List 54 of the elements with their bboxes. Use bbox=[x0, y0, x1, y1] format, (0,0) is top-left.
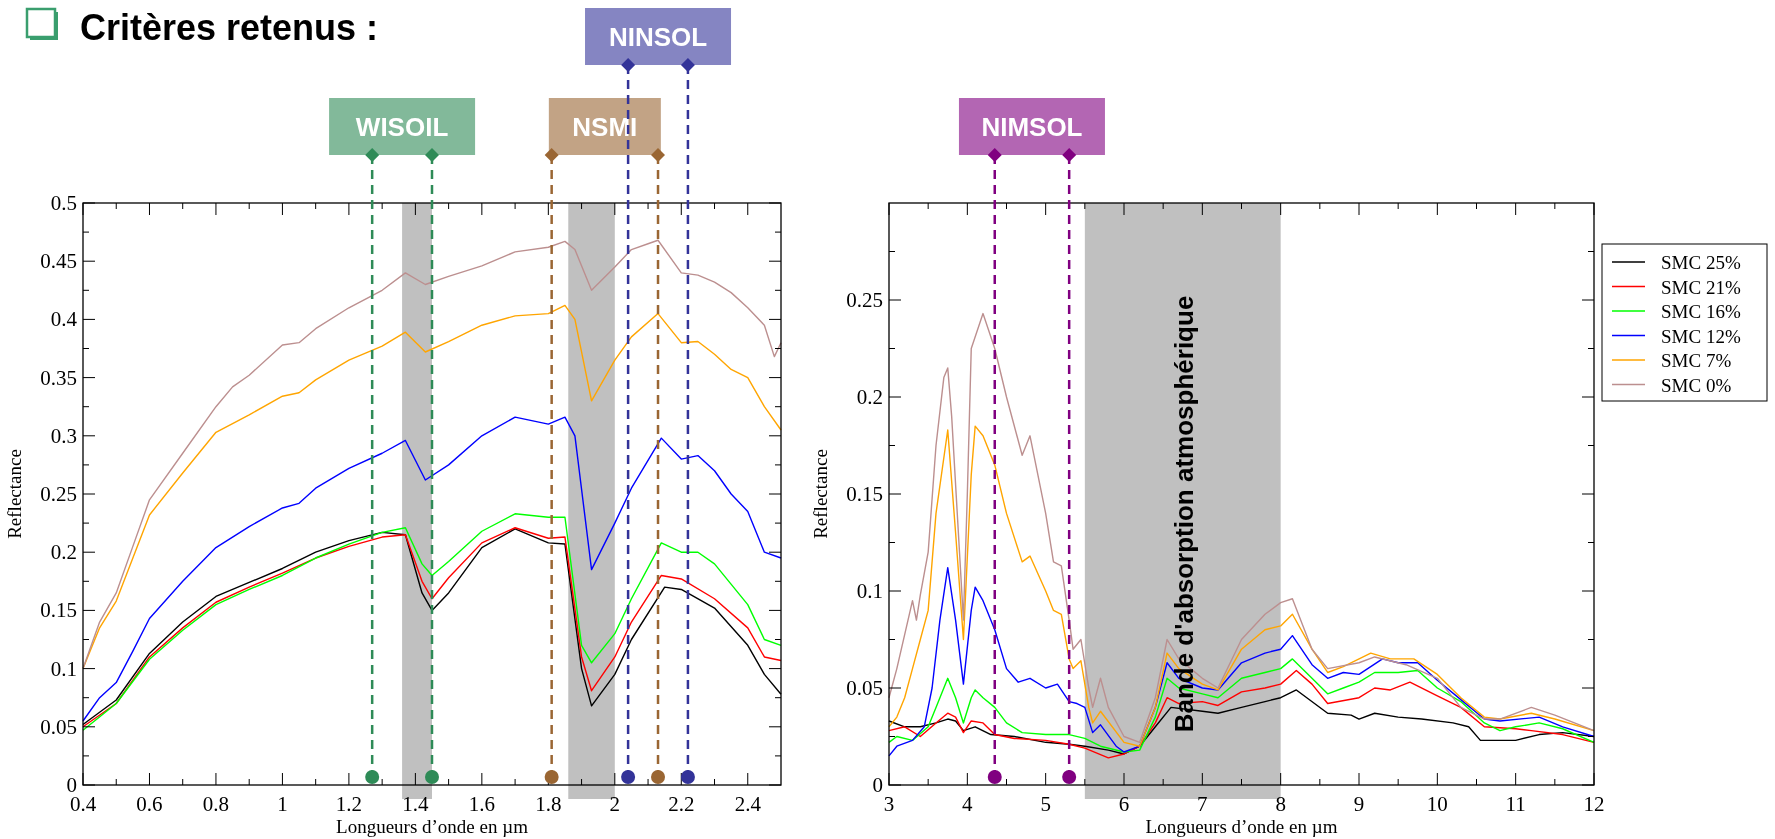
chart-title: Critères retenus : bbox=[80, 7, 379, 48]
legend-label: SMC 25% bbox=[1661, 252, 1741, 273]
x-tick-label: 10 bbox=[1426, 792, 1448, 816]
x-tick-label: 0.8 bbox=[202, 792, 230, 816]
ref-line-label: NINSOL bbox=[608, 22, 708, 52]
x-tick-label: 0.6 bbox=[136, 792, 163, 816]
y-tick-label: 0.25 bbox=[40, 482, 77, 506]
x-tick-label: 11 bbox=[1505, 792, 1526, 816]
y-tick-label: 0.05 bbox=[846, 676, 883, 700]
line-series bbox=[82, 304, 782, 670]
x-tick-label: 2.2 bbox=[668, 792, 695, 816]
x-tick-label: 1.8 bbox=[535, 792, 562, 816]
y-tick-label: 0.4 bbox=[50, 307, 78, 332]
y-tick-label: 0.35 bbox=[40, 365, 77, 390]
legend-label: SMC 21% bbox=[1661, 276, 1741, 298]
y-tick-label: 0.15 bbox=[40, 598, 77, 623]
x-tick-label: 3 bbox=[883, 792, 895, 816]
x-tick-label: 1.2 bbox=[335, 792, 363, 816]
legend-label: SMC 12% bbox=[1661, 325, 1741, 347]
line-series bbox=[82, 416, 782, 722]
legend-label: SMC 7% bbox=[1661, 350, 1732, 371]
x-tick-label: 2 bbox=[609, 792, 621, 816]
y-tick-label: 0.1 bbox=[856, 579, 883, 603]
legend-label: SMC 0% bbox=[1661, 374, 1732, 396]
y-tick-label: 0.05 bbox=[40, 714, 77, 739]
y-tick-label: 0.1 bbox=[50, 656, 77, 681]
y-tick-label: 0.45 bbox=[40, 249, 77, 274]
y-tick-label: 0.2 bbox=[856, 385, 883, 409]
y-tick-label: 0.3 bbox=[50, 423, 77, 448]
x-axis-title: Longueurs d’onde en µm bbox=[336, 816, 529, 837]
x-tick-label: 12 bbox=[1583, 792, 1605, 816]
x-tick-label: 9 bbox=[1353, 792, 1365, 816]
ref-line-label: NIMSOL bbox=[981, 112, 1083, 142]
y-axis-title: Reflectance bbox=[4, 449, 25, 539]
x-tick-label: 2.4 bbox=[734, 792, 762, 816]
y-tick-label: 0.25 bbox=[846, 288, 883, 312]
x-tick-label: 4 bbox=[962, 792, 974, 816]
band-label: Bande d'absorption atmosphérique bbox=[1168, 295, 1199, 733]
x-tick-label: 5 bbox=[1040, 792, 1051, 816]
y-axis-title: Reflectance bbox=[810, 449, 831, 539]
ref-line-label: NSMI bbox=[572, 112, 638, 142]
y-tick-label: 0 bbox=[872, 773, 883, 797]
y-tick-label: 0.15 bbox=[846, 482, 883, 506]
x-tick-label: 1.4 bbox=[402, 792, 430, 816]
ref-line-label: WISOIL bbox=[355, 112, 449, 142]
x-tick-label: 6 bbox=[1118, 792, 1130, 816]
legend-label: SMC 16% bbox=[1661, 301, 1741, 322]
y-tick-label: 0.5 bbox=[50, 191, 77, 215]
x-tick-label: 1 bbox=[277, 792, 288, 816]
x-axis-title: Longueurs d’onde en µm bbox=[1145, 816, 1338, 837]
y-tick-label: 0.2 bbox=[50, 540, 77, 565]
x-tick-label: 1.6 bbox=[468, 792, 495, 816]
x-tick-label: 7 bbox=[1197, 792, 1208, 816]
x-tick-label: 8 bbox=[1275, 792, 1286, 816]
